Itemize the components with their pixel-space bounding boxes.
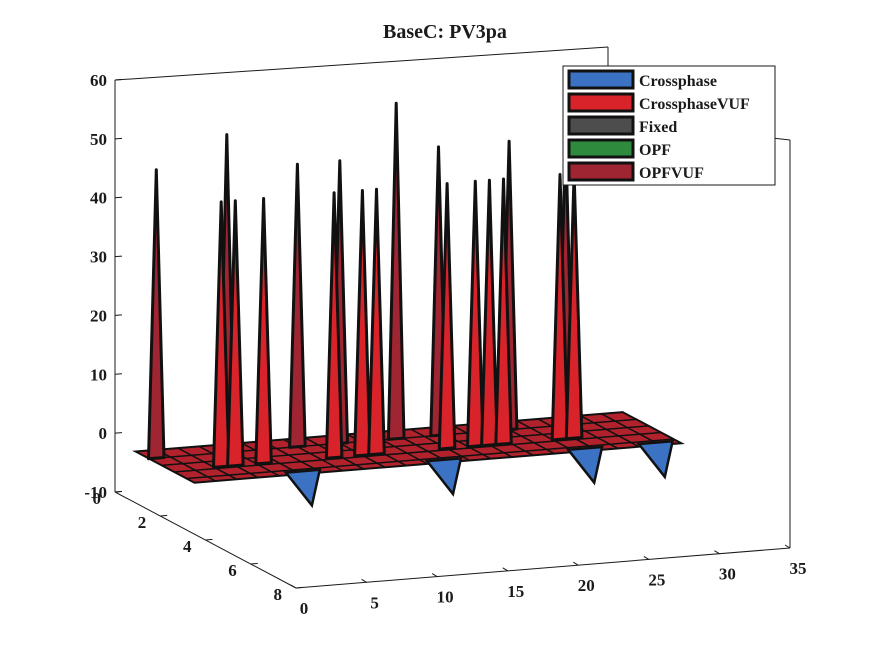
legend-swatch: [567, 69, 635, 90]
surface-grid-line: [186, 438, 674, 480]
legend-swatch: [567, 138, 635, 159]
opfvuf-peak: [386, 101, 406, 441]
y-tick-label: 2: [138, 513, 147, 532]
legend-swatch: [567, 161, 635, 182]
z-tick-mark: [114, 137, 123, 140]
crossphasevuf-peak: [466, 179, 485, 449]
opfvuf-peak: [288, 162, 307, 449]
z-tick-mark: [114, 432, 123, 434]
z-tick-label: 50: [90, 130, 107, 149]
x-tick-label: 10: [437, 588, 454, 607]
x-tick-label: 15: [507, 582, 524, 601]
legend-swatch: [567, 92, 635, 113]
crossphasevuf-peak: [353, 189, 372, 458]
y-tick-mark: [250, 562, 258, 565]
z-tick-label: 20: [90, 306, 107, 325]
legend-label: OPF: [639, 142, 671, 159]
crossphasevuf-peak: [212, 200, 231, 469]
z-tick-group: -10 0 10 20 30 40 50 60: [84, 71, 123, 502]
z-tick-label: 30: [90, 248, 107, 267]
legend: Crossphase CrossphaseVUF Fixed OPF OPFVUF: [562, 65, 776, 186]
axis-box: [114, 46, 791, 589]
z-tick-mark: [114, 79, 123, 81]
z-tick-label: 40: [90, 189, 107, 208]
x-tick-mark: [361, 578, 367, 583]
y-tick-mark: [160, 514, 168, 517]
legend-label: Fixed: [639, 119, 677, 136]
x-tick-label: 30: [719, 565, 736, 584]
z-tick-label: 10: [90, 365, 107, 384]
crossphasevuf-peak: [254, 197, 273, 466]
z-tick-label: 60: [90, 71, 107, 90]
crossphasevuf-peak: [564, 171, 584, 441]
z-tick-label: -10: [84, 483, 107, 502]
crossphasevuf-peak: [494, 177, 513, 446]
y-tick-label: 8: [274, 585, 283, 604]
y-tick-label: 4: [183, 537, 192, 556]
opfvuf-peak: [147, 168, 166, 461]
y-tick-label: 6: [228, 561, 237, 580]
surface-grid-line: [601, 413, 661, 446]
surface-grid-line: [579, 414, 640, 448]
legend-swatch: [567, 115, 635, 136]
crossphasevuf-peak: [480, 178, 499, 448]
surface-grid-line: [262, 440, 322, 474]
x-tick-label: 35: [790, 559, 807, 578]
crossphasevuf-peak: [226, 199, 245, 468]
surface-grid-line: [177, 447, 238, 480]
x-tick-mark: [643, 555, 650, 560]
x-tick-group: 0 5 10 15 20 25 30 35: [290, 544, 807, 618]
z-tick-mark: [114, 314, 123, 316]
z-tick-mark: [114, 196, 123, 199]
y-tick-mark: [295, 586, 304, 589]
z-tick-mark: [114, 255, 123, 258]
crossphasevuf-peak: [367, 187, 386, 457]
x-tick-mark: [784, 544, 791, 549]
crossphase-wedge: [636, 439, 675, 480]
legend-label: CrossphaseVUF: [639, 96, 750, 113]
surface-grid-line: [516, 420, 576, 453]
peak-group: [147, 101, 675, 509]
x-tick-label: 25: [648, 570, 665, 589]
x-axis-line: [295, 547, 791, 589]
x-tick-mark: [502, 567, 508, 572]
z-tick-mark: [114, 373, 123, 375]
x-tick-mark: [714, 550, 720, 555]
legend-label: Crossphase: [639, 73, 717, 90]
crossphasevuf-peak: [324, 191, 344, 460]
crossphase-wedge: [283, 468, 322, 509]
crossphasevuf-peak: [437, 182, 457, 451]
x-tick-label: 0: [300, 599, 309, 618]
x-tick-mark: [573, 561, 579, 566]
x-tick-label: 20: [578, 576, 595, 595]
legend-label: OPFVUF: [639, 165, 704, 182]
crossphasevuf-peak: [550, 173, 570, 442]
z-tick-label: 0: [99, 424, 108, 443]
crossphase-wedge: [424, 457, 463, 497]
x-tick-mark: [290, 584, 297, 589]
back-wall-top: [114, 46, 609, 81]
x-tick-mark: [431, 573, 438, 578]
y-tick-mark: [205, 538, 213, 541]
surface-grid-line: [156, 449, 216, 482]
x-tick-label: 5: [370, 593, 379, 612]
crossphase-wedge: [565, 445, 604, 486]
y-tick-group: 0 2 4 6 8: [93, 489, 304, 604]
chart-title: BaseC: PV3pa: [383, 21, 507, 43]
y-tick-label: 0: [93, 489, 102, 508]
y-tick-mark: [114, 490, 123, 493]
